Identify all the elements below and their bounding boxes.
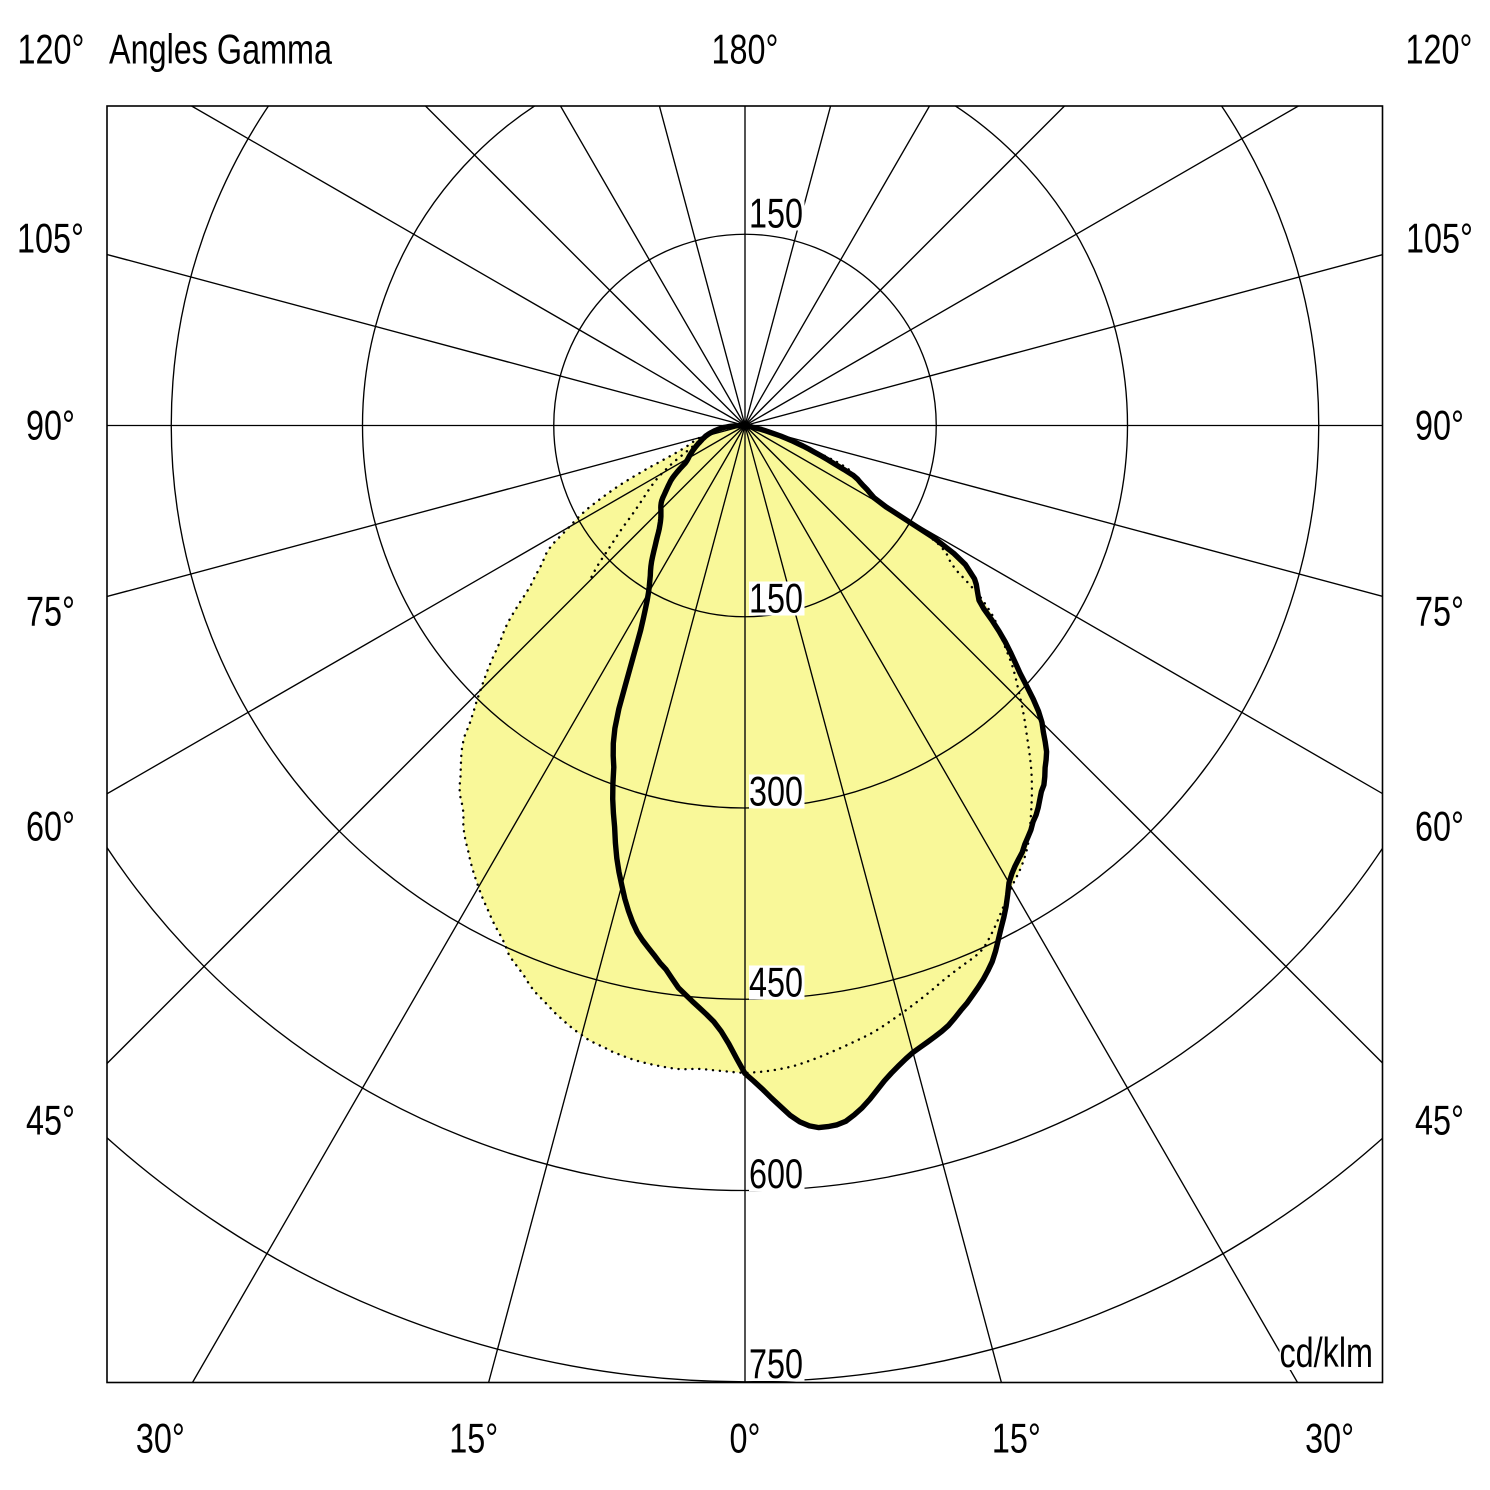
svg-text:105°: 105° <box>17 215 84 262</box>
svg-text:180°: 180° <box>712 26 779 73</box>
svg-text:750: 750 <box>749 1340 803 1387</box>
svg-text:450: 450 <box>749 959 803 1006</box>
svg-text:30°: 30° <box>136 1415 185 1462</box>
svg-text:150: 150 <box>749 190 803 237</box>
svg-text:0°: 0° <box>730 1415 761 1462</box>
svg-text:300: 300 <box>749 768 803 815</box>
svg-text:Angles Gamma: Angles Gamma <box>109 26 332 73</box>
svg-text:120°: 120° <box>18 26 85 73</box>
svg-text:600: 600 <box>749 1150 803 1197</box>
svg-text:60°: 60° <box>1415 802 1464 849</box>
svg-text:105°: 105° <box>1406 215 1473 262</box>
svg-text:150: 150 <box>749 575 803 622</box>
svg-text:75°: 75° <box>1415 587 1464 634</box>
svg-text:120°: 120° <box>1406 26 1473 73</box>
svg-text:15°: 15° <box>449 1415 498 1462</box>
svg-text:60°: 60° <box>26 802 75 849</box>
svg-text:75°: 75° <box>26 587 75 634</box>
svg-text:cd/klm: cd/klm <box>1279 1329 1373 1376</box>
svg-text:90°: 90° <box>26 402 75 449</box>
svg-text:45°: 45° <box>26 1096 75 1143</box>
svg-text:45°: 45° <box>1415 1096 1464 1143</box>
svg-text:90°: 90° <box>1415 402 1464 449</box>
svg-text:15°: 15° <box>992 1415 1041 1462</box>
svg-text:30°: 30° <box>1305 1415 1354 1462</box>
